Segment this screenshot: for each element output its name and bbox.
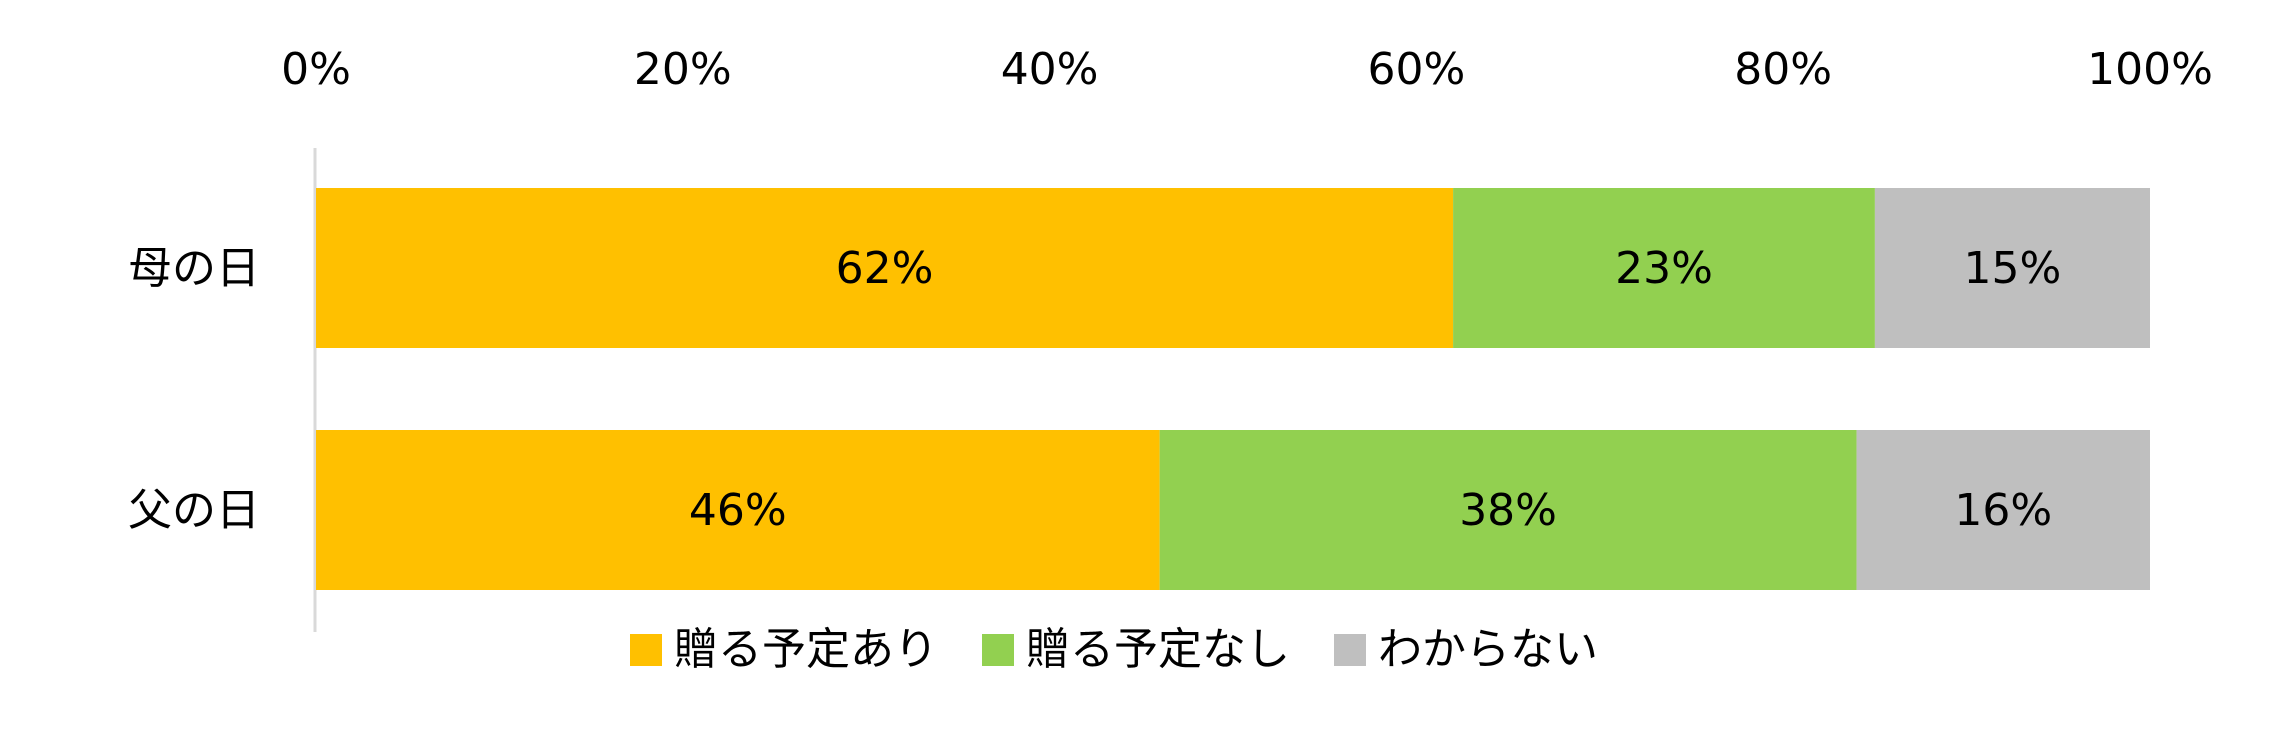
category-label: 母の日 — [128, 243, 260, 294]
x-tick-label: 0% — [281, 44, 351, 95]
legend-label-planned: 贈る予定あり — [674, 624, 938, 675]
x-tick-label: 60% — [1368, 44, 1466, 95]
legend-label-not-planned: 贈る予定なし — [1026, 624, 1290, 675]
legend-label-unknown: わからない — [1378, 624, 1598, 675]
x-tick-label: 20% — [634, 44, 732, 95]
data-label: 15% — [1964, 243, 2062, 294]
legend-item-not-planned: 贈る予定なし — [982, 628, 1290, 672]
data-label: 38% — [1459, 485, 1557, 536]
category-label: 父の日 — [128, 485, 260, 536]
data-label: 46% — [689, 485, 787, 536]
legend-swatch-unknown — [1334, 634, 1366, 666]
bar-segment — [1874, 188, 2150, 348]
legend: 贈る予定あり 贈る予定なし わからない — [630, 620, 1598, 680]
bar-segment — [1159, 430, 1857, 590]
x-tick-label: 100% — [2087, 44, 2213, 95]
bar-segment — [316, 188, 1454, 348]
x-tick-label: 40% — [1001, 44, 1099, 95]
x-tick-label: 80% — [1734, 44, 1832, 95]
legend-item-planned: 贈る予定あり — [630, 628, 938, 672]
data-label: 23% — [1615, 243, 1713, 294]
legend-swatch-planned — [630, 634, 662, 666]
bar-segment — [316, 430, 1160, 590]
data-label: 62% — [836, 243, 934, 294]
bar-segment — [1453, 188, 1875, 348]
data-label: 16% — [1954, 485, 2052, 536]
legend-swatch-not-planned — [982, 634, 1014, 666]
bar-segment — [1856, 430, 2150, 590]
legend-item-unknown: わからない — [1334, 628, 1598, 672]
